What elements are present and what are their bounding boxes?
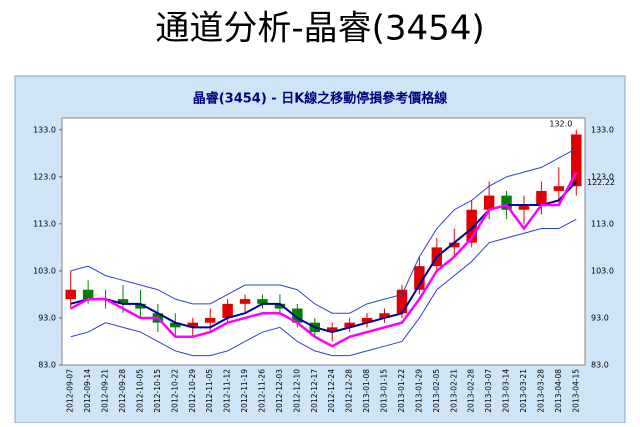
x-tick-label: 2012-09-28 [118, 369, 127, 413]
chart-title: 晶睿(3454) - 日K線之移動停損參考價格線 [193, 91, 449, 107]
x-tick-label: 2012-12-17 [310, 369, 319, 413]
x-tick-label: 2012-12-28 [345, 369, 354, 413]
y2-tick-label: 103.0 [591, 266, 614, 275]
x-tick-label: 2013-01-22 [397, 369, 406, 413]
candle-body [239, 299, 251, 304]
x-tick-label: 2012-10-29 [188, 369, 197, 413]
x-tick-label: 2013-04-08 [554, 369, 563, 413]
candle-body [466, 209, 477, 243]
x-tick-label: 2012-12-24 [327, 369, 336, 413]
candle-body [117, 299, 129, 304]
x-tick-label: 2013-03-21 [519, 369, 528, 413]
y2-tick-label: 123.0 [591, 172, 614, 181]
x-tick-label: 2012-10-15 [153, 369, 162, 413]
x-tick-label: 2013-03-07 [484, 369, 493, 413]
x-tick-label: 2013-01-08 [362, 369, 371, 413]
x-tick-label: 2012-10-22 [170, 369, 179, 413]
annotation: 122.22 [587, 178, 615, 187]
candle-body [396, 289, 408, 314]
x-tick-label: 2013-01-15 [380, 369, 389, 413]
x-tick-label: 2012-11-19 [240, 369, 249, 413]
candle-body [361, 317, 373, 323]
candle-body [135, 303, 146, 309]
x-tick-label: 2013-04-15 [571, 369, 580, 413]
x-tick-label: 2012-10-05 [135, 369, 144, 413]
x-tick-label: 2013-02-21 [449, 369, 458, 413]
x-tick-label: 2012-09-14 [83, 369, 92, 413]
y-tick-label: 113.0 [33, 219, 56, 228]
candle-body [501, 195, 512, 210]
candle-body [518, 205, 530, 210]
candle-body [257, 299, 268, 304]
y-tick-label: 123.0 [33, 172, 56, 181]
x-tick-label: 2012-11-05 [205, 369, 214, 413]
x-tick-label: 2012-12-10 [292, 369, 301, 413]
x-tick-label: 2013-02-05 [432, 369, 441, 413]
candle-body [65, 289, 76, 300]
candle-body [536, 190, 547, 206]
candle-body [274, 303, 286, 309]
candle-body [187, 322, 198, 328]
page-title: 通道分析-晶睿(3454) [155, 9, 484, 49]
y2-tick-label: 83.0 [591, 361, 609, 370]
candle-body [344, 322, 355, 328]
x-tick-label: 2013-02-28 [467, 369, 476, 413]
y-tick-label: 93.0 [38, 313, 56, 322]
x-tick-label: 2012-09-21 [101, 369, 110, 413]
candle-body [571, 134, 582, 187]
y-tick-label: 103.0 [33, 266, 56, 275]
y2-tick-label: 113.0 [591, 219, 614, 228]
candle-body [449, 242, 460, 248]
candle-body [414, 266, 425, 290]
plot-area [61, 117, 586, 366]
line-3 [70, 171, 578, 348]
y-tick-label: 83.0 [38, 361, 56, 370]
candle-body [483, 195, 495, 210]
x-tick-label: 2012-09-07 [66, 369, 75, 413]
x-tick-label: 2013-03-14 [502, 369, 511, 413]
line-1 [70, 218, 577, 357]
candle-body [82, 289, 94, 300]
annotation: 132.0 [549, 119, 572, 128]
candle-body [379, 313, 390, 318]
candle-body [326, 327, 338, 333]
y2-tick-label: 93.0 [591, 313, 609, 322]
line-0 [70, 148, 577, 314]
candle-body [204, 317, 216, 323]
x-tick-label: 2012-11-26 [257, 369, 266, 413]
x-tick-label: 2012-11-12 [223, 369, 232, 413]
candle-body [292, 308, 303, 323]
x-tick-label: 2013-03-28 [536, 369, 545, 413]
candle-body [222, 303, 233, 318]
x-tick-label: 2012-12-03 [275, 369, 284, 413]
y-tick-label: 133.0 [33, 125, 56, 134]
candle-body [170, 322, 181, 328]
x-tick-label: 2013-01-29 [414, 369, 423, 413]
y2-tick-label: 133.0 [591, 125, 614, 134]
candle-body [553, 186, 565, 191]
